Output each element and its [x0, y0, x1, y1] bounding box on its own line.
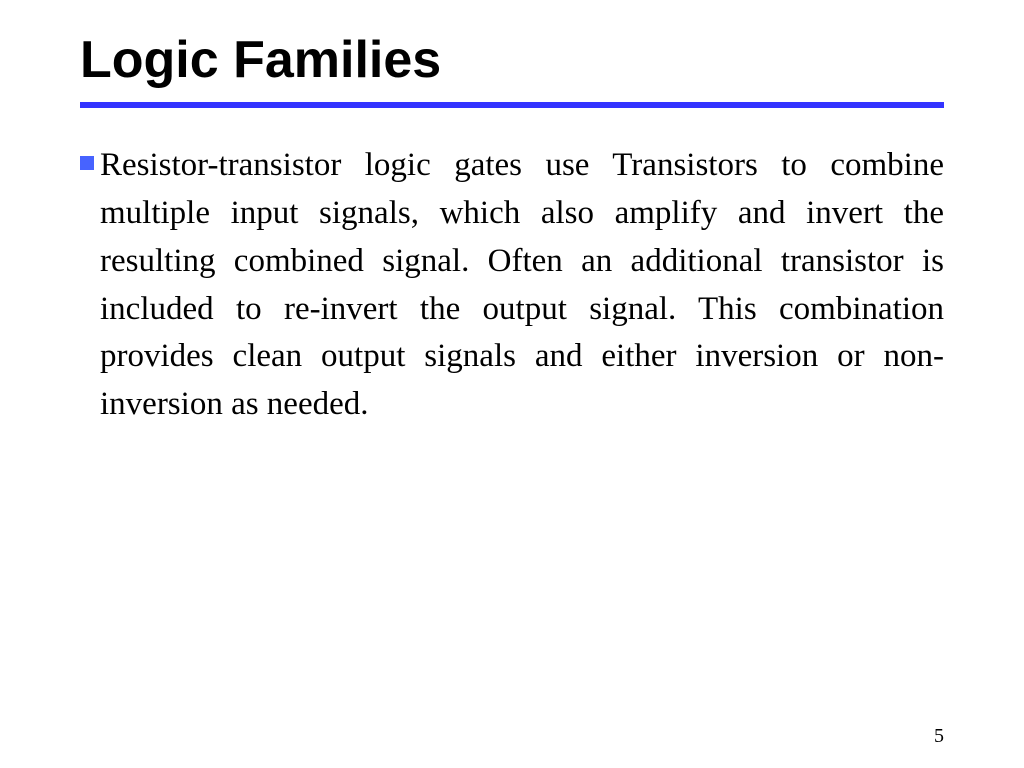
- slide-container: Logic Families Resistor-transistor logic…: [0, 0, 1024, 768]
- body-paragraph: Resistor-transistor logic gates use Tran…: [100, 142, 944, 429]
- bullet-square-icon: [80, 156, 94, 170]
- page-number: 5: [934, 725, 944, 748]
- title-divider: [80, 102, 944, 108]
- content-row: Resistor-transistor logic gates use Tran…: [80, 142, 944, 429]
- slide-title: Logic Families: [80, 30, 944, 90]
